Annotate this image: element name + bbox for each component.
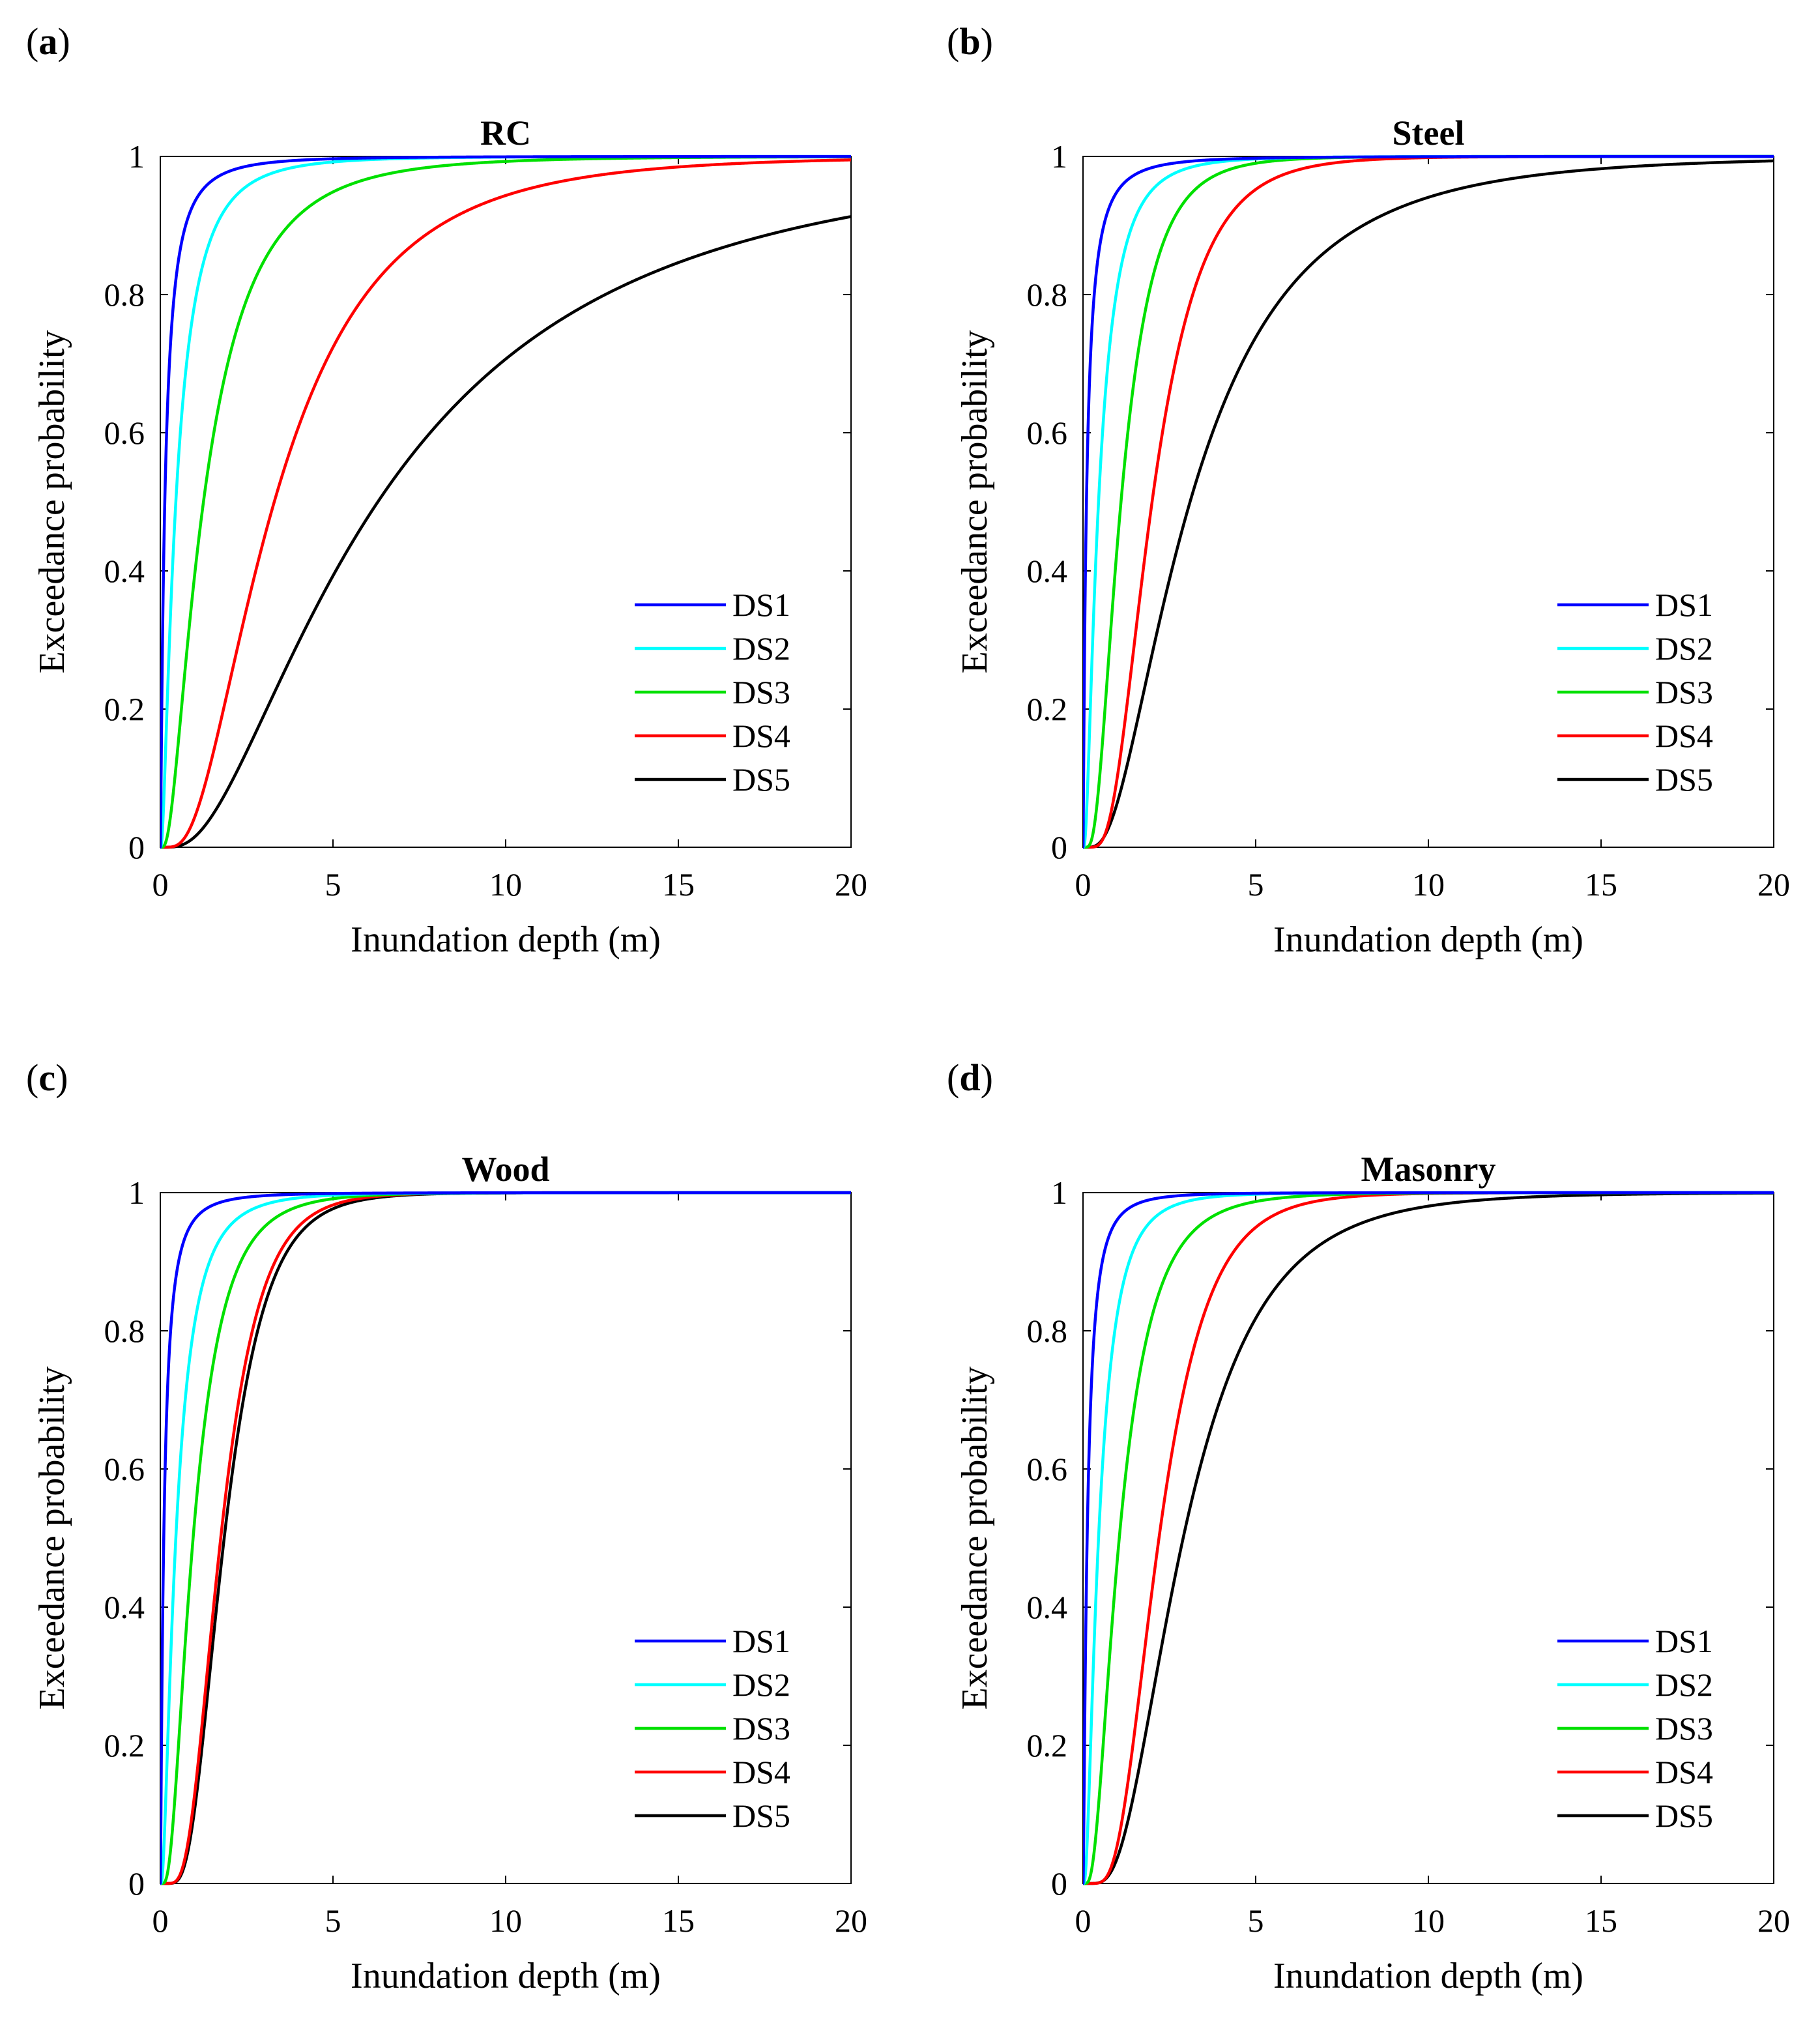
chart-title: Steel: [1393, 113, 1465, 153]
legend-label-ds5: DS5: [732, 1797, 790, 1834]
legend-label-ds1: DS1: [732, 587, 790, 623]
y-tick-label: 0.6: [104, 414, 145, 451]
y-tick-label: 0.2: [1027, 691, 1068, 727]
legend-label-ds4: DS4: [732, 1754, 790, 1790]
y-tick-label: 0.2: [1027, 1727, 1068, 1764]
legend-label-ds2: DS2: [732, 630, 790, 667]
y-tick-label: 1: [128, 1174, 145, 1211]
panel-label-a: (a): [26, 20, 70, 63]
x-axis-label: Inundation depth (m): [1273, 1956, 1583, 1996]
legend-label-ds1: DS1: [732, 1623, 790, 1659]
y-tick-label: 0: [128, 1865, 145, 1902]
legend-label-ds4: DS4: [1655, 1754, 1713, 1790]
x-tick-label: 5: [325, 1902, 341, 1939]
y-tick-label: 0.2: [104, 1727, 145, 1764]
y-tick-label: 0.8: [1027, 1313, 1068, 1349]
legend-label-ds3: DS3: [1655, 674, 1713, 710]
panel-label-d: (d): [947, 1056, 993, 1099]
legend-label-ds2: DS2: [1655, 630, 1713, 667]
y-axis-label: Exceedance probability: [32, 1366, 72, 1709]
x-tick-label: 10: [1412, 1902, 1445, 1939]
legend-label-ds4: DS4: [732, 718, 790, 754]
x-tick-label: 20: [835, 866, 867, 903]
plot-0: RC 0 5 10 15 20 0 0.2 0.4 0.6 0.8 1 Inundation depth…: [32, 113, 867, 960]
x-tick-label: 10: [1412, 866, 1445, 903]
x-tick-label: 5: [325, 866, 341, 903]
y-axis-label: Exceedance probability: [955, 330, 995, 673]
x-tick-label: 15: [1585, 866, 1617, 903]
x-tick-label: 10: [489, 866, 522, 903]
y-tick-label: 0.4: [1027, 1589, 1068, 1625]
series-line-ds1: [160, 1191, 851, 1885]
x-tick-label: 0: [1075, 866, 1091, 903]
x-tick-label: 20: [1757, 1902, 1790, 1939]
legend-label-ds3: DS3: [732, 674, 790, 710]
x-axis-label: Inundation depth (m): [351, 1956, 661, 1996]
x-tick-label: 15: [1585, 1902, 1617, 1939]
chart-title: Masonry: [1361, 1150, 1496, 1189]
x-tick-label: 5: [1248, 1902, 1264, 1939]
y-tick-label: 1: [128, 138, 145, 175]
series-line-ds4: [160, 158, 851, 849]
series-line-ds1: [1083, 1191, 1774, 1885]
y-tick-label: 0: [1051, 1865, 1067, 1902]
y-tick-label: 0: [1051, 829, 1067, 865]
series-line-ds3: [160, 155, 851, 849]
x-tick-label: 20: [835, 1902, 867, 1939]
plot-1: Steel 0 5 10 15 20 0 0.2 0.4 0.6 0.8 1 Inundation de…: [955, 113, 1790, 960]
y-tick-label: 0: [128, 829, 145, 865]
series-line-ds1: [160, 154, 851, 849]
legend-label-ds3: DS3: [732, 1710, 790, 1747]
x-tick-label: 15: [662, 866, 695, 903]
legend-label-ds4: DS4: [1655, 718, 1713, 754]
x-tick-label: 0: [152, 866, 169, 903]
panel-label-b: (b): [947, 20, 993, 63]
y-tick-label: 1: [1051, 1174, 1067, 1211]
legend-label-ds5: DS5: [1655, 761, 1713, 798]
x-tick-label: 15: [662, 1902, 695, 1939]
plot-2: Wood 0 5 10 15 20 0 0.2 0.4 0.6 0.8 1 Inundation dep…: [32, 1150, 867, 1996]
legend-label-ds1: DS1: [1655, 587, 1713, 623]
x-tick-label: 10: [489, 1902, 522, 1939]
y-tick-label: 0.8: [104, 276, 145, 313]
panel-label-c: (c): [26, 1056, 68, 1099]
y-tick-label: 0.4: [104, 1589, 145, 1625]
y-tick-label: 0.8: [1027, 276, 1068, 313]
plot-3: Masonry 0 5 10 15 20 0 0.2 0.4 0.6 0.8 1 Inundation …: [955, 1150, 1790, 1996]
x-axis-label: Inundation depth (m): [351, 920, 661, 960]
x-tick-label: 0: [152, 1902, 169, 1939]
y-tick-label: 0.2: [104, 691, 145, 727]
y-tick-label: 0.6: [104, 1451, 145, 1487]
x-tick-label: 20: [1757, 866, 1790, 903]
y-tick-label: 0.8: [104, 1313, 145, 1349]
legend-label-ds2: DS2: [732, 1666, 790, 1703]
y-axis-label: Exceedance probability: [955, 1366, 995, 1709]
legend-label-ds5: DS5: [732, 761, 790, 798]
x-tick-label: 0: [1075, 1902, 1091, 1939]
y-tick-label: 1: [1051, 138, 1067, 175]
legend-label-ds1: DS1: [1655, 1623, 1713, 1659]
y-tick-label: 0.6: [1027, 414, 1068, 451]
series-line-ds1: [1083, 154, 1774, 849]
y-tick-label: 0.4: [104, 553, 145, 589]
chart-title: Wood: [461, 1150, 549, 1189]
legend-label-ds2: DS2: [1655, 1666, 1713, 1703]
legend-label-ds5: DS5: [1655, 1797, 1713, 1834]
legend-label-ds3: DS3: [1655, 1710, 1713, 1747]
y-axis-label: Exceedance probability: [32, 330, 72, 673]
x-axis-label: Inundation depth (m): [1273, 920, 1583, 960]
y-tick-label: 0.6: [1027, 1451, 1068, 1487]
y-tick-label: 0.4: [1027, 553, 1068, 589]
x-tick-label: 5: [1248, 866, 1264, 903]
chart-title: RC: [480, 113, 531, 153]
